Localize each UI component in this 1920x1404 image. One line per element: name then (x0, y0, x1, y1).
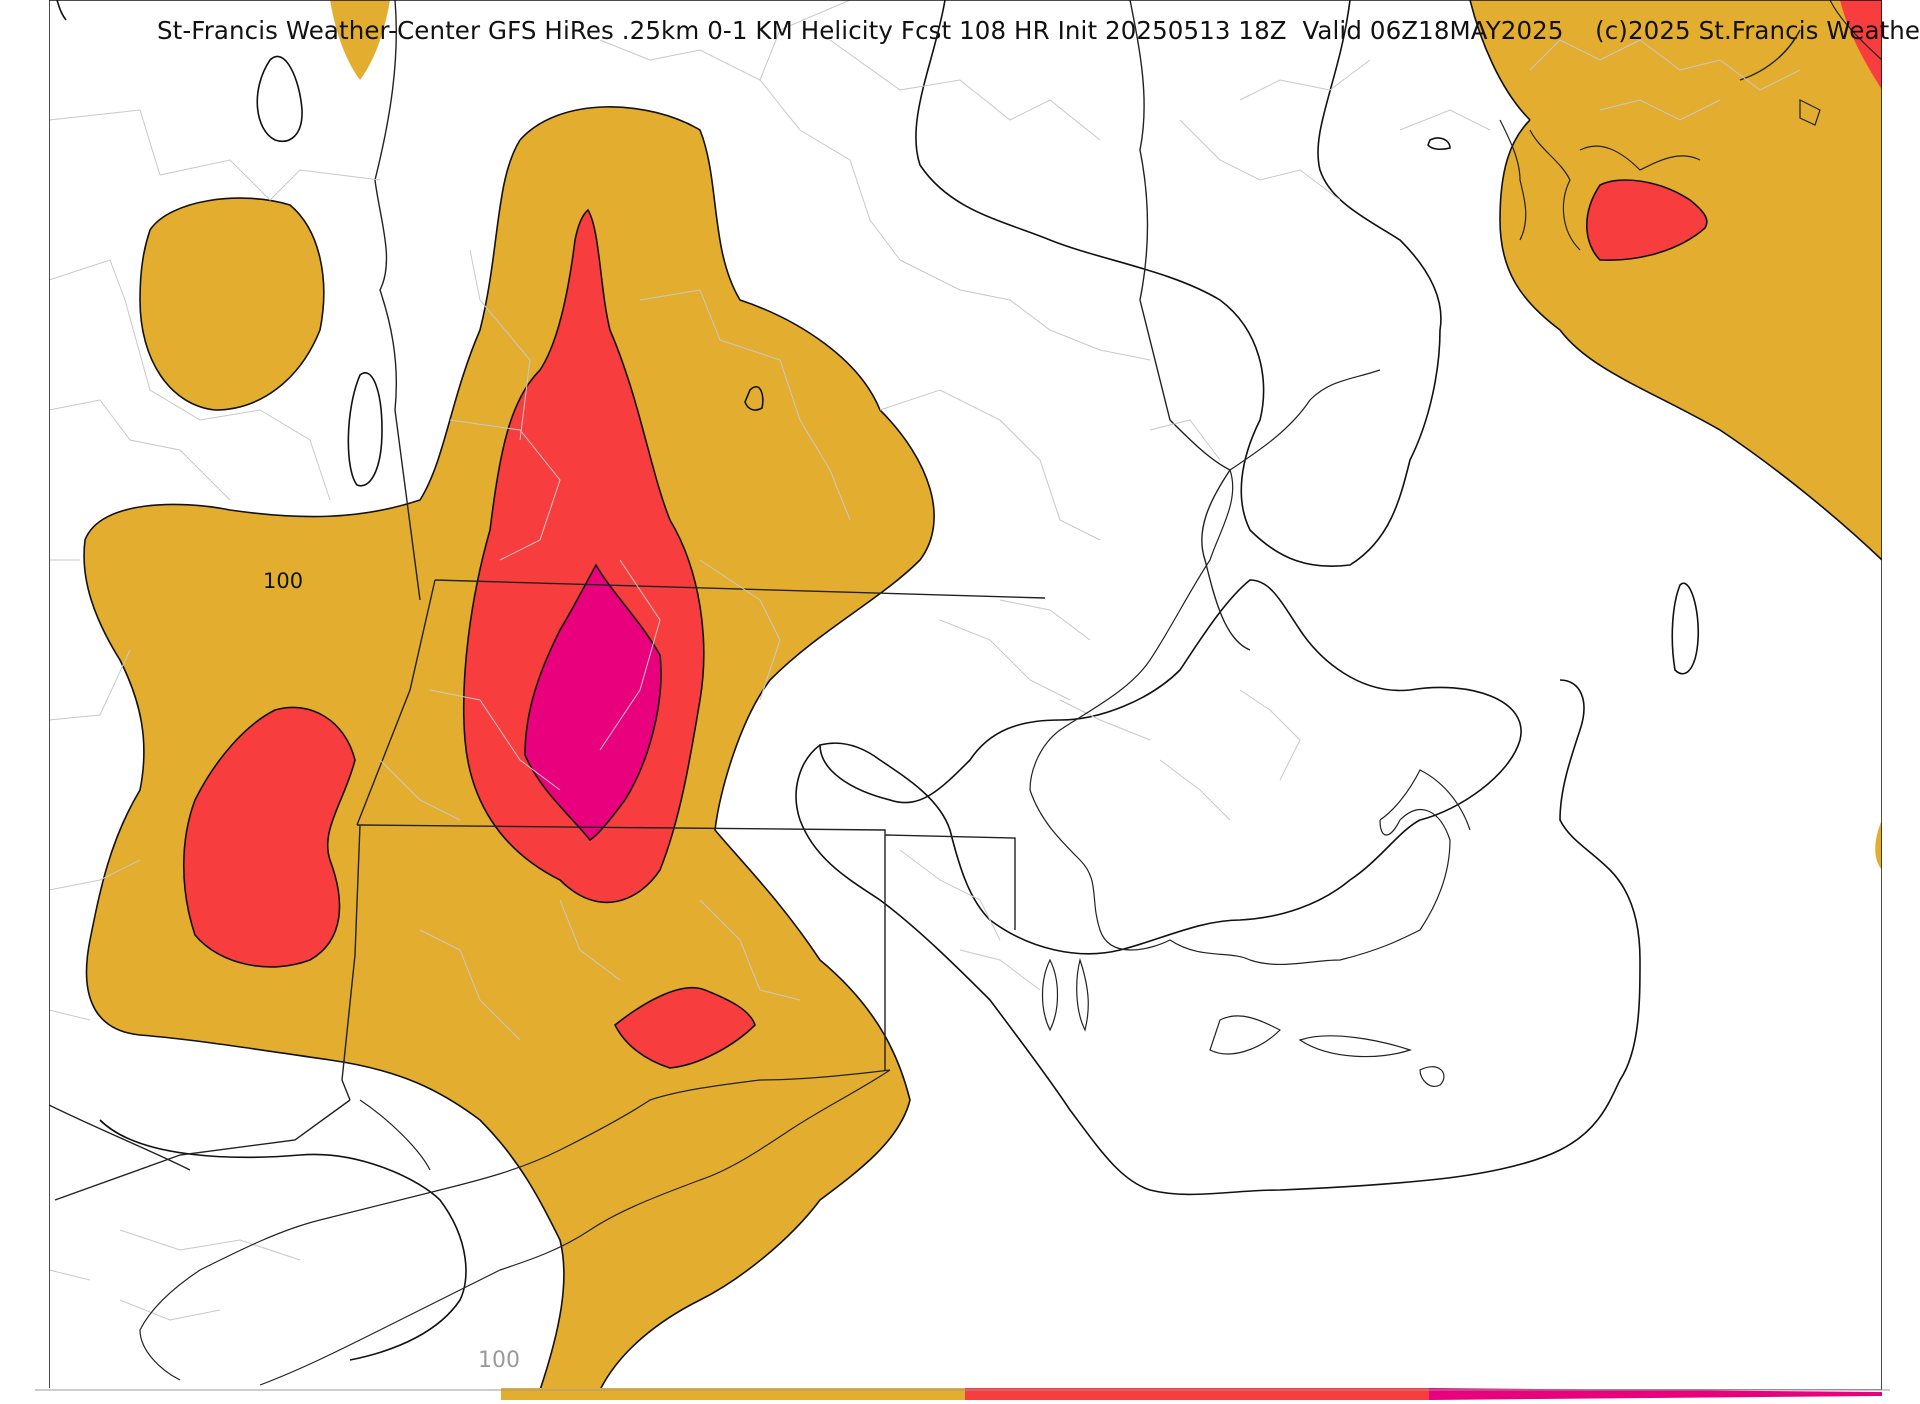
county-boundaries (49, 0, 1801, 1321)
map-title: St-Francis Weather-Center GFS HiRes .25k… (157, 16, 1920, 45)
state-boundaries (49, 0, 1801, 1201)
colorbar-segment-magenta (1429, 1388, 1882, 1400)
colorbar (35, 1388, 1890, 1400)
contour-label: 100 (263, 569, 303, 593)
colorbar-label: 100 (478, 1348, 520, 1373)
coastlines (139, 0, 1882, 1386)
colorbar-segment-white (49, 1388, 501, 1400)
helicity-contours (56, 0, 1882, 1390)
colorbar-segment-red (965, 1388, 1429, 1400)
colorbar-segment-yellow (501, 1388, 965, 1400)
